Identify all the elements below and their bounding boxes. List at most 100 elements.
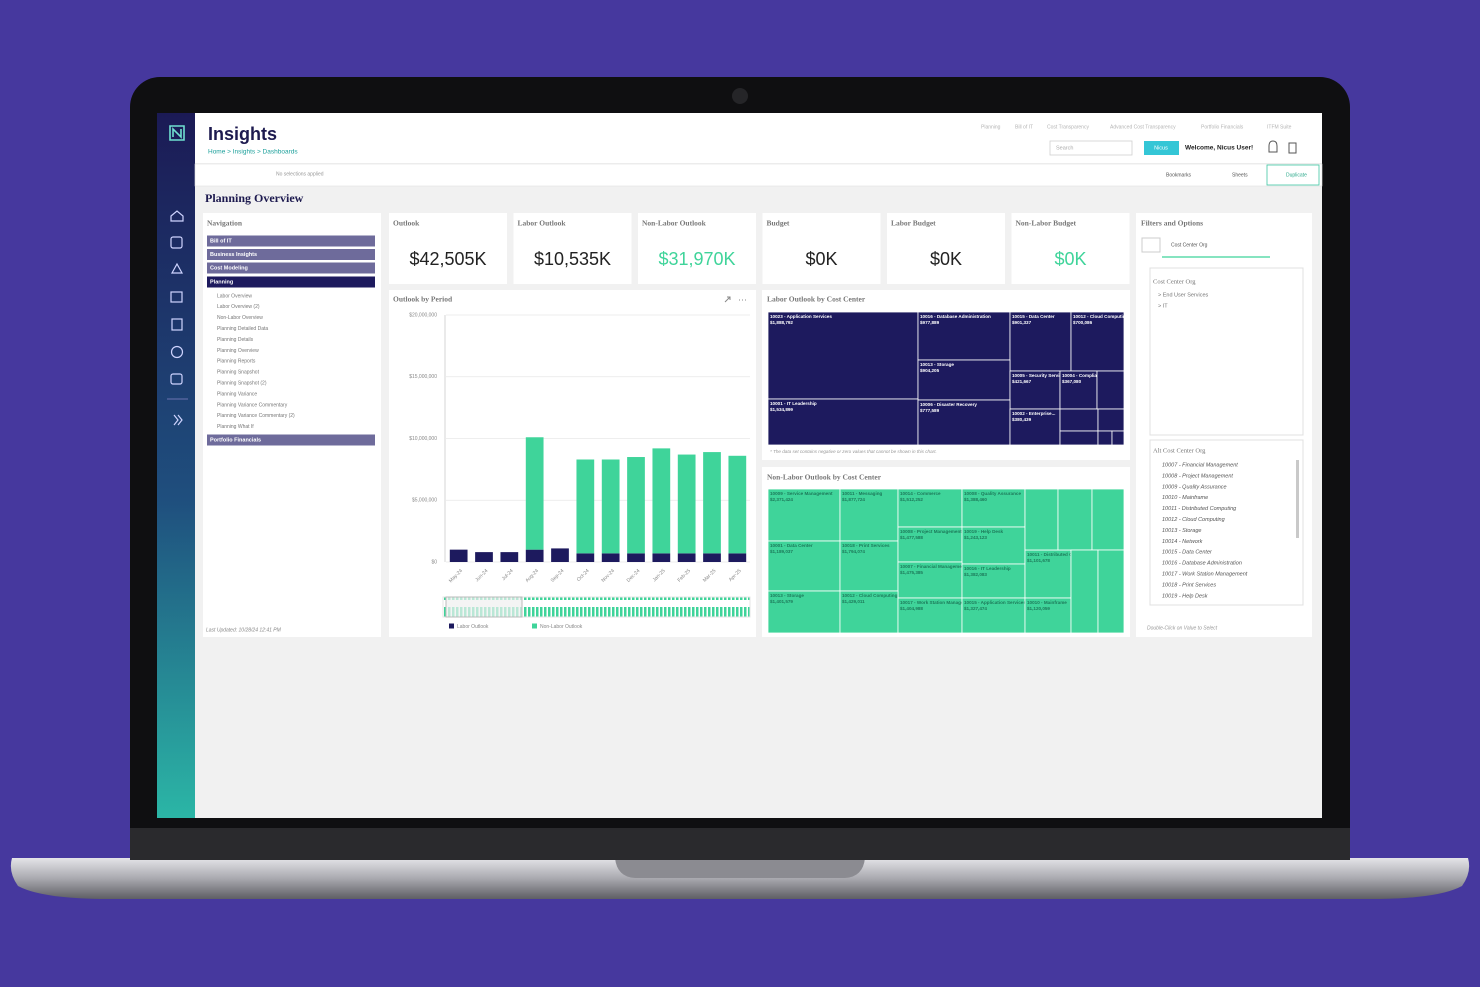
duplicate-button[interactable]: [1266, 164, 1320, 186]
bar[interactable]: [601, 553, 620, 562]
bar[interactable]: [500, 552, 519, 562]
breadcrumb[interactable]: Home > Insights > Dashboards: [208, 149, 298, 156]
chart-menu[interactable]: [724, 296, 746, 303]
nav-group-label[interactable]: Portfolio Financials: [210, 437, 261, 443]
nav-item[interactable]: Planning Variance Commentary (2): [217, 413, 295, 419]
treemap-tile[interactable]: [917, 359, 1011, 401]
top-nav-item[interactable]: Planning: [981, 124, 1001, 130]
nav-item[interactable]: Planning Snapshot: [217, 370, 260, 376]
alt-filter-item[interactable]: 10015 - Data Center: [1162, 550, 1213, 556]
mini-selector[interactable]: [445, 596, 523, 618]
bar[interactable]: [703, 553, 721, 562]
search-box[interactable]: [1049, 140, 1133, 156]
alt-filter-item[interactable]: 10007 - Financial Management: [1162, 462, 1238, 468]
bar[interactable]: [728, 553, 747, 562]
nav-active-label[interactable]: Planning: [210, 279, 233, 285]
nav-group-label[interactable]: Business Insights: [210, 252, 257, 258]
alt-filter-item[interactable]: 10016 - Database Administration: [1162, 561, 1242, 567]
nav-item[interactable]: Non-Labor Overview: [217, 315, 263, 321]
nav-group[interactable]: [207, 262, 375, 274]
nav-item[interactable]: Planning Reports: [217, 359, 256, 365]
nav-item[interactable]: Labor Overview (2): [217, 304, 260, 310]
bar[interactable]: [703, 452, 721, 554]
nav-item[interactable]: Planning What If: [217, 424, 254, 430]
treemap-tile[interactable]: [767, 590, 841, 634]
treemap-tile[interactable]: [767, 540, 841, 592]
nav-group[interactable]: [207, 249, 375, 260]
bar[interactable]: [449, 549, 468, 562]
y-tick-label: $10,000,000: [409, 436, 437, 442]
treemap-tile[interactable]: [1024, 549, 1072, 599]
treemap-tile[interactable]: [917, 311, 1011, 361]
bar[interactable]: [551, 548, 569, 562]
bar[interactable]: [627, 553, 645, 562]
bar[interactable]: [627, 457, 645, 554]
tile-value: $777,589: [920, 408, 940, 413]
alt-filter-item[interactable]: 10010 - Mainframe: [1162, 495, 1208, 501]
top-nav-item[interactable]: ITFM Suite: [1267, 124, 1292, 130]
alt-filter-item[interactable]: 10013 - Storage: [1162, 528, 1201, 534]
alt-filter-item[interactable]: 10019 - Help Desk: [1162, 593, 1208, 599]
treemap-tile[interactable]: [917, 399, 1011, 446]
bar[interactable]: [677, 454, 696, 554]
top-nav-item[interactable]: Advanced Cost Transparency: [1110, 124, 1176, 130]
treemap-tile[interactable]: [1070, 311, 1125, 372]
alt-filter-item[interactable]: 10012 - Cloud Computing: [1162, 517, 1226, 523]
bar[interactable]: [576, 459, 595, 554]
user-button-label[interactable]: Nicus: [1154, 145, 1168, 151]
treemap-tile[interactable]: [767, 488, 841, 542]
bar[interactable]: [728, 455, 747, 554]
nav-item[interactable]: Labor Overview: [217, 293, 252, 299]
header-icons[interactable]: [1268, 140, 1297, 154]
bar[interactable]: [652, 448, 671, 554]
alt-filter-item[interactable]: 10018 - Print Services: [1162, 582, 1216, 588]
filter-tab[interactable]: Cost Center Org: [1171, 242, 1208, 248]
top-nav-item[interactable]: Cost Transparency: [1047, 124, 1089, 130]
bar[interactable]: [576, 553, 595, 562]
treemap-tile[interactable]: [1009, 311, 1072, 372]
user-button[interactable]: [1144, 141, 1179, 155]
bar[interactable]: [601, 459, 620, 554]
filter-tab-icon[interactable]: [1141, 237, 1161, 253]
treemap-tile[interactable]: [1009, 370, 1061, 410]
alt-filter-item[interactable]: 10009 - Quality Assurance: [1162, 484, 1227, 490]
bar[interactable]: [652, 553, 671, 562]
nav-item[interactable]: Planning Detailed Data: [217, 326, 268, 332]
bar[interactable]: [525, 437, 544, 550]
nav-item[interactable]: Planning Overview: [217, 348, 259, 354]
kpi-label: Outlook: [393, 219, 420, 228]
nav-group[interactable]: [207, 434, 375, 446]
tile-label: 10013 - Storage: [770, 593, 804, 598]
treemap-tile[interactable]: [961, 563, 1026, 599]
tile-value: $1,429,011: [842, 599, 865, 604]
filter-tree-item[interactable]: > End User Services: [1158, 292, 1209, 298]
treemap-tile[interactable]: [767, 311, 919, 400]
alt-filter-item[interactable]: 10014 - Network: [1162, 539, 1203, 545]
alt-filter-item[interactable]: 10008 - Project Management: [1162, 473, 1233, 479]
treemap-tile[interactable]: [897, 561, 963, 599]
nav-group[interactable]: [207, 235, 375, 247]
sheets[interactable]: Sheets: [1232, 172, 1248, 178]
nav-item[interactable]: Planning Variance: [217, 391, 257, 397]
bar[interactable]: [475, 552, 493, 562]
filter-tree-item[interactable]: > IT: [1158, 303, 1168, 309]
nav-item[interactable]: Planning Variance Commentary: [217, 402, 288, 408]
bar[interactable]: [677, 553, 696, 562]
treemap-tile[interactable]: [839, 590, 899, 634]
top-nav-item[interactable]: Bill of IT: [1015, 124, 1033, 130]
alt-filter-item[interactable]: 10017 - Work Station Management: [1162, 571, 1248, 577]
nav-group-label[interactable]: Cost Modeling: [210, 265, 248, 271]
nav-group-label[interactable]: Bill of IT: [210, 238, 232, 244]
nav-item[interactable]: Planning Details: [217, 337, 254, 343]
treemap-tile[interactable]: [961, 526, 1026, 565]
nav-active[interactable]: [207, 276, 375, 288]
treemap-tile[interactable]: [839, 488, 899, 542]
treemap-tile[interactable]: [961, 597, 1026, 634]
top-nav-item[interactable]: Portfolio Financials: [1201, 124, 1244, 130]
treemap-tile[interactable]: [839, 540, 899, 592]
duplicate[interactable]: Duplicate: [1286, 172, 1307, 178]
alt-filter-item[interactable]: 10011 - Distributed Computing: [1162, 506, 1237, 512]
nav-item[interactable]: Planning Snapshot (2): [217, 381, 267, 387]
bar[interactable]: [525, 549, 544, 562]
bookmarks[interactable]: Bookmarks: [1166, 172, 1192, 178]
